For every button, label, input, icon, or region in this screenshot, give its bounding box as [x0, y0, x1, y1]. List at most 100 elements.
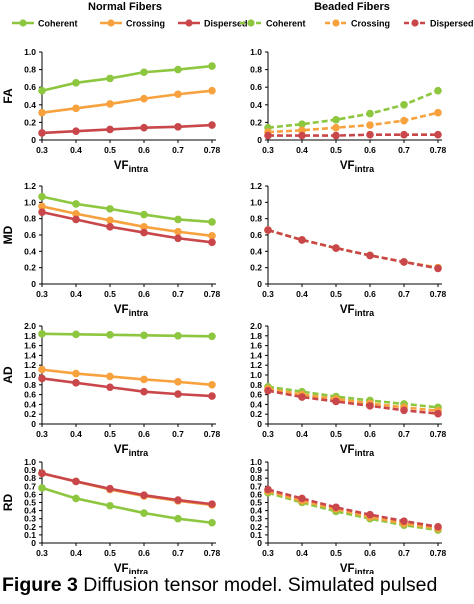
- y-tick-label: 0.2: [24, 263, 36, 273]
- y-tick-label: 0.8: [24, 380, 36, 390]
- x-tick-label: 0.78: [204, 429, 221, 439]
- y-tick-label: 1.2: [250, 181, 262, 191]
- legend-marker: [332, 19, 340, 27]
- data-point-coherent: [174, 332, 182, 340]
- series-line-dispersed: [41, 123, 213, 135]
- series-line-coherent: [41, 64, 213, 92]
- legend: Coherent Crossing Dispersed: [12, 19, 248, 29]
- x-tick-label: 0.5: [104, 145, 116, 155]
- series-line-coherent: [41, 486, 213, 525]
- data-point-dispersed: [174, 123, 182, 131]
- legend: Coherent Crossing Dispersed: [240, 19, 474, 29]
- y-tick-label: 0.8: [24, 65, 36, 75]
- data-point-dispersed: [174, 234, 182, 243]
- figure-3-chart-grid: Normal Fibers Beaded Fibers 00.20.40.60.…: [1, 1, 474, 574]
- data-point-dispersed: [208, 392, 216, 400]
- data-point-dispersed: [264, 485, 272, 494]
- series-coherent: [264, 86, 442, 132]
- x-tick-label: 0.4: [296, 548, 308, 558]
- x-tick-label: 0.6: [364, 145, 376, 155]
- x-axis-label: VFintra: [340, 160, 375, 174]
- data-point-dispersed: [366, 130, 374, 139]
- data-point-crossing: [140, 375, 148, 384]
- y-tick-label: 0.6: [24, 82, 36, 92]
- x-tick-label: 0.78: [204, 548, 221, 558]
- data-point-coherent: [140, 210, 148, 219]
- x-tick-label: 0.4: [70, 289, 82, 299]
- y-tick-label: 1.2: [24, 360, 36, 370]
- series-dispersed: [264, 485, 442, 531]
- y-tick-label: 0.6: [24, 489, 36, 499]
- data-point-dispersed: [434, 523, 442, 531]
- y-tick-label: 0.4: [250, 506, 262, 516]
- data-point-coherent: [140, 331, 148, 340]
- x-tick-label: 0.5: [330, 145, 342, 155]
- series-coherent: [264, 226, 442, 272]
- x-axis-label: VFintra: [340, 563, 375, 574]
- legend-marker: [411, 19, 419, 27]
- series-line-crossing: [41, 89, 213, 115]
- caption-label: Figure 3: [2, 574, 78, 596]
- y-tick-label: 0.3: [250, 514, 262, 524]
- y-tick-label: 1.0: [24, 197, 36, 207]
- data-point-dispersed: [332, 244, 340, 252]
- legend-marker: [19, 19, 27, 27]
- data-point-dispersed: [400, 258, 408, 266]
- data-point-crossing: [366, 121, 374, 129]
- x-tick-label: 0.6: [138, 145, 150, 155]
- series-coherent: [38, 330, 216, 341]
- x-axis-label: VFintra: [114, 444, 149, 458]
- y-tick-label: 1.0: [24, 370, 36, 380]
- data-point-crossing: [106, 216, 114, 225]
- data-point-crossing: [174, 227, 182, 236]
- x-tick-label: 0.5: [104, 289, 116, 299]
- y-tick-label: 0.8: [250, 214, 262, 224]
- x-tick-label: 0.4: [70, 548, 82, 558]
- series-line-dispersed: [41, 472, 213, 506]
- data-point-coherent: [434, 86, 442, 95]
- data-point-crossing: [106, 372, 114, 381]
- data-point-crossing: [174, 378, 182, 386]
- data-point-dispersed: [264, 386, 272, 395]
- y-tick-label: 0.2: [250, 522, 262, 532]
- y-tick-label: 1.8: [250, 331, 262, 341]
- x-tick-label: 0.7: [172, 429, 184, 439]
- y-tick-label: 1.0: [250, 197, 262, 207]
- data-point-dispersed: [208, 121, 216, 129]
- y-tick-label: 0.8: [24, 214, 36, 224]
- data-point-crossing: [38, 202, 46, 211]
- x-tick-label: 0.78: [204, 289, 221, 299]
- y-axis-label: RD: [1, 494, 15, 512]
- data-point-dispersed: [208, 500, 216, 508]
- x-tick-label: 0.6: [364, 289, 376, 299]
- data-point-crossing: [38, 108, 46, 117]
- legend-label: Crossing: [351, 19, 390, 29]
- data-point-dispersed: [140, 228, 148, 237]
- y-tick-label: 0: [31, 279, 36, 289]
- y-tick-label: 0: [31, 538, 36, 548]
- series-dispersed: [38, 121, 216, 137]
- y-tick-label: 0.3: [24, 514, 36, 524]
- series-coherent: [264, 382, 442, 412]
- data-point-dispersed: [72, 477, 80, 486]
- y-tick-label: 0.4: [250, 100, 262, 110]
- y-tick-label: 0.6: [24, 390, 36, 400]
- x-tick-label: 0.3: [36, 429, 48, 439]
- y-tick-label: 1.6: [24, 341, 36, 351]
- x-tick-label: 0.7: [398, 289, 410, 299]
- legend-label: Coherent: [266, 19, 306, 29]
- series-coherent: [38, 192, 216, 226]
- x-tick-label: 0.4: [296, 289, 308, 299]
- series-line-crossing: [267, 387, 439, 413]
- data-point-crossing: [72, 209, 80, 218]
- x-tick-label: 0.4: [70, 145, 82, 155]
- data-point-dispersed: [174, 496, 182, 504]
- data-point-coherent: [72, 494, 80, 503]
- x-tick-label: 0.7: [398, 145, 410, 155]
- x-tick-label: 0.78: [430, 548, 447, 558]
- x-tick-label: 0.6: [364, 429, 376, 439]
- y-tick-label: 0: [257, 279, 262, 289]
- data-point-coherent: [174, 215, 182, 224]
- y-tick-label: 0.4: [250, 399, 262, 409]
- data-point-dispersed: [298, 131, 306, 140]
